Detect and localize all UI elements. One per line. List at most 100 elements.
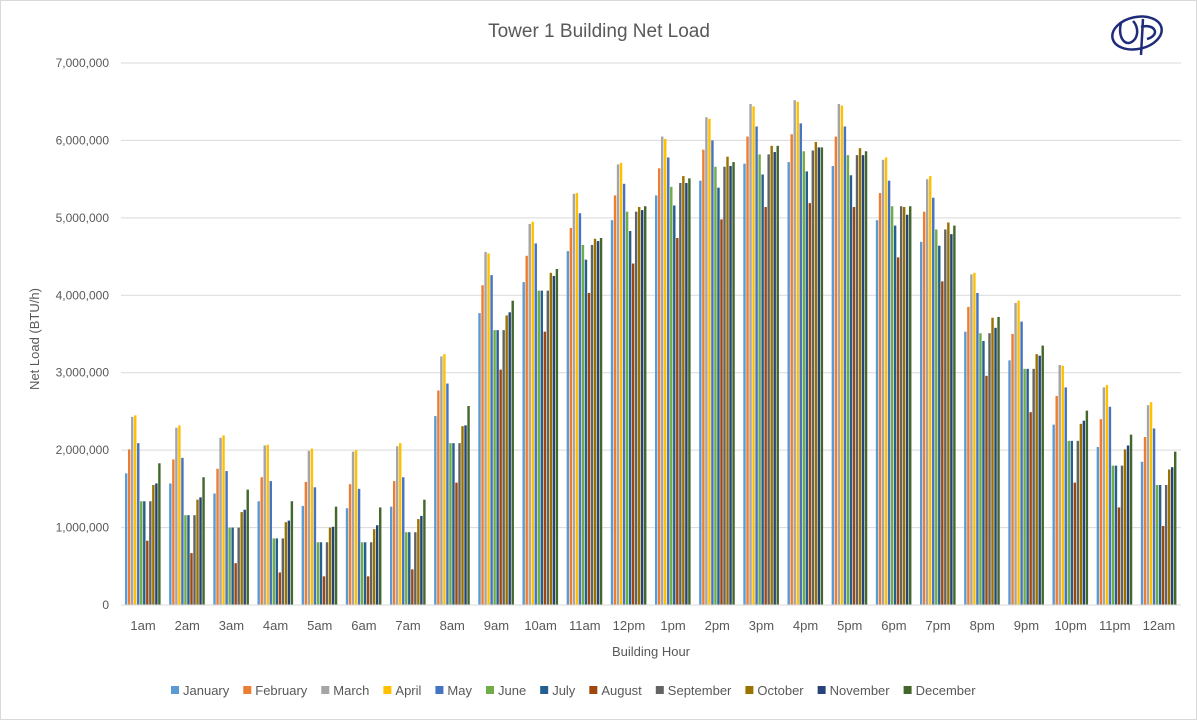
bar-may-8am xyxy=(446,383,449,605)
bar-february-1am xyxy=(127,449,131,605)
bar-november-4am xyxy=(287,520,291,605)
bar-december-6am xyxy=(379,507,382,605)
bar-april-12pm xyxy=(619,162,623,605)
bar-january-12am xyxy=(1140,461,1144,605)
bar-april-9pm xyxy=(1017,300,1020,605)
x-tick-label: 4am xyxy=(263,618,288,633)
bar-december-10pm xyxy=(1085,410,1089,605)
bar-april-11pm xyxy=(1105,385,1109,605)
bar-january-11pm xyxy=(1096,447,1100,605)
bar-november-7am xyxy=(420,515,423,605)
bar-december-12am xyxy=(1174,451,1177,605)
bar-october-5am xyxy=(328,527,332,605)
bar-may-9pm xyxy=(1020,321,1023,605)
bar-april-5am xyxy=(310,448,314,605)
bar-october-12am xyxy=(1167,469,1171,605)
chart-title: Tower 1 Building Net Load xyxy=(488,21,710,42)
bar-october-6am xyxy=(372,529,376,605)
legend-item-november: November xyxy=(817,683,891,698)
bar-december-1am xyxy=(158,463,161,605)
bar-november-2am xyxy=(199,497,202,605)
bar-october-2am xyxy=(196,499,199,605)
bar-april-7pm xyxy=(929,176,932,606)
bar-december-4am xyxy=(290,501,294,605)
bars xyxy=(124,100,1177,606)
bar-october-12pm xyxy=(637,207,641,605)
bar-march-3am xyxy=(219,437,222,605)
bar-october-7am xyxy=(417,519,420,605)
bar-september-3am xyxy=(237,527,240,605)
legend-label: September xyxy=(668,683,732,698)
bar-may-5pm xyxy=(843,126,847,606)
bar-march-3pm xyxy=(749,104,752,605)
bar-may-12am xyxy=(1152,428,1156,605)
x-tick-label: 11pm xyxy=(1099,618,1131,633)
bar-may-8pm xyxy=(976,292,979,605)
bar-september-11am xyxy=(590,244,594,605)
bar-october-5pm xyxy=(858,148,862,606)
bar-december-7pm xyxy=(953,225,956,605)
bar-march-8am xyxy=(440,356,443,605)
bar-may-7am xyxy=(402,477,405,605)
bar-april-5pm xyxy=(840,105,844,605)
bar-july-6pm xyxy=(893,225,897,605)
bar-january-8pm xyxy=(964,331,967,605)
bar-july-8pm xyxy=(982,340,985,605)
legend-swatch xyxy=(485,686,494,694)
bar-april-2am xyxy=(178,425,181,605)
x-tick-label: 8pm xyxy=(970,618,995,633)
bar-september-7am xyxy=(414,532,417,605)
bar-november-8am xyxy=(464,425,467,605)
bar-february-12am xyxy=(1143,436,1147,605)
bar-september-5am xyxy=(325,542,329,605)
bar-june-7pm xyxy=(935,229,938,605)
bar-february-11am xyxy=(569,227,573,606)
bar-january-1am xyxy=(124,473,128,605)
x-tick-label: 6pm xyxy=(881,618,906,633)
legend-item-january: January xyxy=(171,683,230,698)
bar-july-9am xyxy=(496,330,499,605)
bar-july-3pm xyxy=(761,174,764,605)
x-tick-label: 12pm xyxy=(613,618,646,633)
bar-april-6pm xyxy=(884,157,888,605)
bar-march-9pm xyxy=(1014,303,1017,605)
legend-swatch xyxy=(383,686,392,694)
bar-august-1pm xyxy=(676,237,679,606)
bar-august-9am xyxy=(499,369,502,605)
bar-december-5pm xyxy=(864,151,868,605)
bar-november-10am xyxy=(552,275,556,605)
legend-label: April xyxy=(395,683,421,698)
bar-march-2pm xyxy=(705,117,708,605)
legend-item-april: April xyxy=(383,683,422,698)
x-tick-label: 9am xyxy=(484,618,509,633)
bar-july-10am xyxy=(540,290,543,605)
bar-december-11pm xyxy=(1129,434,1133,605)
legend-label: November xyxy=(830,683,891,698)
bar-september-11pm xyxy=(1120,465,1124,605)
bar-march-2am xyxy=(175,427,178,605)
bar-february-10am xyxy=(525,255,528,606)
bar-june-2pm xyxy=(714,166,717,605)
x-tick-label: 7pm xyxy=(925,618,950,633)
bar-november-2pm xyxy=(729,165,732,606)
bar-november-1am xyxy=(155,483,158,605)
x-tick-label: 12am xyxy=(1143,618,1176,633)
bar-october-1am xyxy=(152,484,155,605)
bar-november-6pm xyxy=(905,214,909,605)
legend-item-december: December xyxy=(903,683,976,698)
legend-label: June xyxy=(498,683,526,698)
bar-february-9am xyxy=(481,285,484,605)
legend-label: February xyxy=(255,683,308,698)
bar-november-9pm xyxy=(1038,355,1041,605)
bar-july-1am xyxy=(143,501,146,605)
bar-february-2am xyxy=(172,459,175,605)
bar-may-11am xyxy=(578,213,582,605)
legend-item-august: August xyxy=(589,683,642,698)
legend-label: May xyxy=(447,683,472,698)
bar-february-5am xyxy=(304,481,308,605)
bar-september-8pm xyxy=(988,333,991,605)
bar-september-10am xyxy=(546,290,550,605)
bar-july-7am xyxy=(408,532,411,605)
bar-august-10am xyxy=(543,331,547,605)
x-tick-label: 7am xyxy=(395,618,420,633)
